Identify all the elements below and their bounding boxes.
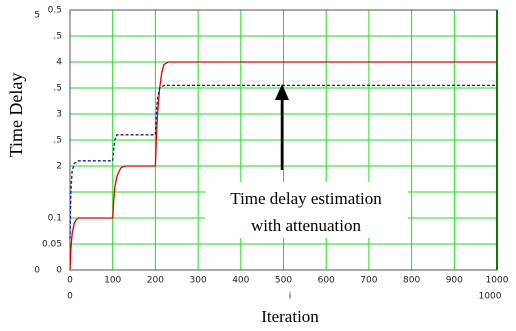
axis-note: i	[289, 292, 292, 302]
y-tick-label: 0.1	[48, 214, 62, 224]
x-tick-label: 100	[104, 276, 121, 286]
callout-text: with attenuation	[251, 216, 362, 235]
y-axis-label: Time Delay	[6, 73, 26, 158]
x-axis-label: Iteration	[261, 307, 319, 326]
x-tick-label: 200	[147, 276, 164, 286]
y-tick-label: 4	[56, 58, 62, 68]
x-tick-label: 900	[446, 276, 463, 286]
callout-text: Time delay estimation	[230, 189, 382, 208]
y-tick-label: 3	[56, 110, 62, 120]
y-tick-label: .5	[53, 32, 62, 42]
x-tick-label: 700	[360, 276, 377, 286]
axis-note: 1000	[479, 292, 502, 302]
axis-note: 0	[34, 266, 40, 276]
y-tick-label: 0.05	[42, 240, 62, 250]
y-tick-label: 0.5	[48, 6, 62, 16]
data-line	[69, 84, 497, 239]
x-tick-label: 800	[403, 276, 420, 286]
axis-note: 5	[34, 11, 40, 21]
x-tick-label: 0	[67, 276, 73, 286]
x-tick-label: 300	[190, 276, 207, 286]
y-tick-label: .5	[53, 84, 62, 94]
x-tick-label: 600	[318, 276, 335, 286]
y-tick-label: .5	[53, 136, 62, 146]
x-tick-label: 1000	[486, 276, 509, 286]
callout-bg	[205, 182, 408, 238]
y-tick-label: 2	[56, 162, 62, 172]
x-tick-label: 400	[232, 276, 249, 286]
axis-note: 0	[67, 292, 73, 302]
x-tick-label: 500	[275, 276, 292, 286]
callout-arrowhead	[275, 84, 289, 100]
data-line	[69, 61, 497, 271]
y-tick-label: 0	[56, 266, 62, 276]
